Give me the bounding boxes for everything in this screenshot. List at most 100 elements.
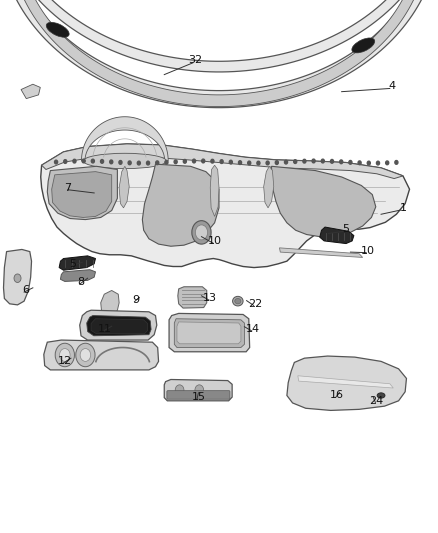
Polygon shape bbox=[210, 165, 219, 216]
Text: 10: 10 bbox=[208, 236, 222, 246]
Circle shape bbox=[275, 161, 279, 165]
Circle shape bbox=[110, 160, 113, 164]
Text: 12: 12 bbox=[58, 357, 72, 366]
Text: 5: 5 bbox=[343, 224, 350, 234]
Circle shape bbox=[385, 161, 389, 165]
Circle shape bbox=[349, 160, 352, 164]
Circle shape bbox=[395, 160, 398, 164]
Polygon shape bbox=[264, 166, 274, 208]
Polygon shape bbox=[174, 319, 244, 348]
Text: 10: 10 bbox=[361, 246, 375, 255]
Circle shape bbox=[165, 160, 168, 164]
Circle shape bbox=[367, 161, 371, 165]
Polygon shape bbox=[42, 144, 403, 179]
Polygon shape bbox=[47, 166, 117, 220]
Ellipse shape bbox=[46, 22, 69, 37]
Circle shape bbox=[128, 161, 131, 165]
Circle shape bbox=[80, 349, 91, 361]
Polygon shape bbox=[142, 164, 219, 246]
Text: 22: 22 bbox=[248, 299, 262, 309]
Circle shape bbox=[100, 159, 103, 163]
Polygon shape bbox=[169, 313, 250, 352]
Polygon shape bbox=[5, 0, 433, 108]
Polygon shape bbox=[272, 166, 376, 237]
Circle shape bbox=[73, 159, 76, 163]
Polygon shape bbox=[16, 0, 422, 107]
Polygon shape bbox=[41, 144, 410, 268]
Circle shape bbox=[92, 159, 95, 163]
Circle shape bbox=[248, 161, 251, 165]
Text: 7: 7 bbox=[64, 183, 71, 192]
Circle shape bbox=[257, 161, 260, 165]
Circle shape bbox=[230, 160, 232, 164]
Ellipse shape bbox=[352, 38, 375, 53]
Polygon shape bbox=[52, 172, 112, 217]
Circle shape bbox=[195, 385, 204, 395]
Polygon shape bbox=[298, 376, 393, 388]
Circle shape bbox=[321, 159, 324, 163]
Circle shape bbox=[201, 159, 205, 163]
Circle shape bbox=[55, 343, 74, 367]
Polygon shape bbox=[1, 0, 437, 72]
Polygon shape bbox=[320, 227, 354, 244]
Text: 14: 14 bbox=[246, 325, 260, 334]
Polygon shape bbox=[80, 310, 157, 340]
Circle shape bbox=[340, 160, 343, 164]
Text: 32: 32 bbox=[188, 55, 202, 65]
Text: 13: 13 bbox=[203, 294, 217, 303]
Circle shape bbox=[192, 221, 211, 244]
Circle shape bbox=[60, 349, 70, 361]
Circle shape bbox=[211, 159, 214, 163]
Circle shape bbox=[193, 159, 195, 163]
Polygon shape bbox=[101, 290, 119, 316]
Circle shape bbox=[156, 161, 159, 165]
Polygon shape bbox=[279, 248, 363, 257]
Polygon shape bbox=[164, 379, 232, 401]
Circle shape bbox=[239, 161, 242, 165]
Circle shape bbox=[266, 161, 269, 165]
Text: 16: 16 bbox=[330, 391, 344, 400]
Polygon shape bbox=[119, 166, 129, 208]
Polygon shape bbox=[287, 356, 406, 410]
Circle shape bbox=[14, 274, 21, 282]
Text: 15: 15 bbox=[191, 392, 205, 402]
Circle shape bbox=[174, 160, 177, 164]
Text: 1: 1 bbox=[399, 203, 406, 213]
Polygon shape bbox=[21, 84, 40, 99]
Text: 6: 6 bbox=[22, 286, 29, 295]
Circle shape bbox=[184, 159, 187, 163]
Circle shape bbox=[312, 159, 315, 163]
Circle shape bbox=[175, 385, 184, 395]
Ellipse shape bbox=[83, 154, 166, 168]
Circle shape bbox=[293, 160, 297, 164]
Polygon shape bbox=[4, 249, 32, 305]
Ellipse shape bbox=[235, 298, 241, 304]
Polygon shape bbox=[178, 287, 207, 308]
Polygon shape bbox=[59, 256, 95, 270]
Circle shape bbox=[330, 159, 334, 163]
Circle shape bbox=[119, 160, 122, 164]
Polygon shape bbox=[177, 322, 241, 344]
Circle shape bbox=[358, 161, 361, 165]
Text: 5: 5 bbox=[69, 259, 76, 269]
Circle shape bbox=[376, 161, 379, 165]
Circle shape bbox=[54, 160, 58, 164]
Ellipse shape bbox=[233, 296, 243, 306]
FancyBboxPatch shape bbox=[167, 391, 230, 399]
Circle shape bbox=[303, 159, 306, 163]
Text: 4: 4 bbox=[389, 82, 396, 91]
Circle shape bbox=[82, 159, 85, 163]
Polygon shape bbox=[87, 316, 151, 336]
Text: 9: 9 bbox=[132, 295, 139, 305]
Ellipse shape bbox=[377, 393, 385, 398]
Polygon shape bbox=[60, 270, 95, 281]
Circle shape bbox=[146, 161, 149, 165]
Text: 11: 11 bbox=[98, 324, 112, 334]
Circle shape bbox=[138, 161, 140, 165]
Circle shape bbox=[220, 160, 223, 164]
Polygon shape bbox=[44, 340, 159, 370]
Circle shape bbox=[195, 225, 208, 240]
Circle shape bbox=[285, 160, 287, 164]
Polygon shape bbox=[81, 117, 168, 161]
Text: 8: 8 bbox=[78, 278, 85, 287]
